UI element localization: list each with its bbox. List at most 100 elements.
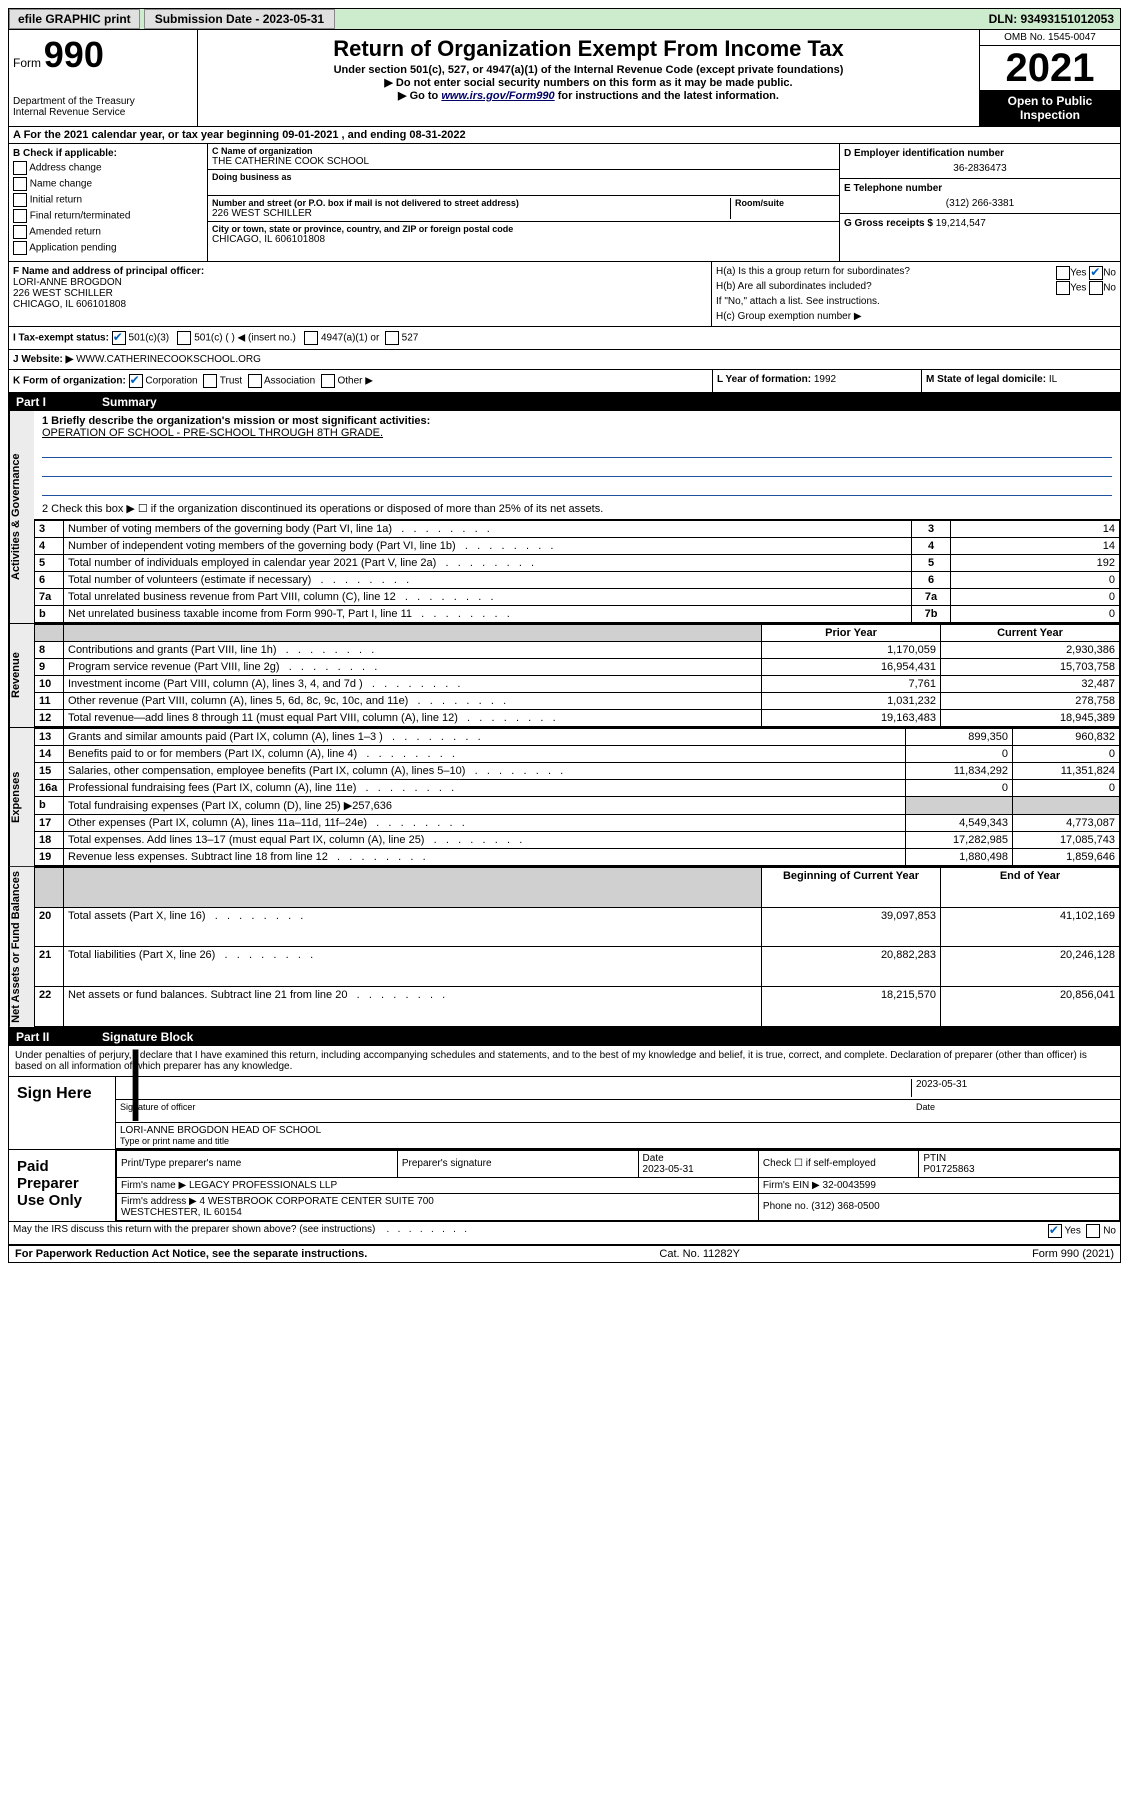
section-b-checkboxes: B Check if applicable: Address change Na… <box>9 144 208 261</box>
form-prefix: Form <box>13 56 41 70</box>
k-corp[interactable] <box>129 374 143 388</box>
side-net: Net Assets or Fund Balances <box>9 867 34 1027</box>
room-label: Room/suite <box>735 198 835 208</box>
lbl-final-return: Final return/terminated <box>30 211 131 222</box>
lbl-name-change: Name change <box>30 179 92 190</box>
street-address: 226 WEST SCHILLER <box>212 208 730 219</box>
mission-text: OPERATION OF SCHOOL - PRE-SCHOOL THROUGH… <box>42 427 1112 439</box>
hb-no[interactable] <box>1089 281 1103 295</box>
section-b-label: B Check if applicable: <box>13 148 203 159</box>
lbl-app-pending: Application pending <box>29 243 116 254</box>
org-name: THE CATHERINE COOK SCHOOL <box>212 156 835 167</box>
i-501c[interactable] <box>177 331 191 345</box>
j-label: J Website: ▶ <box>13 354 73 365</box>
discuss-yes[interactable] <box>1048 1224 1062 1238</box>
row-f-h: F Name and address of principal officer:… <box>8 262 1121 327</box>
i-501c-lbl: 501(c) ( ) ◀ (insert no.) <box>194 333 296 344</box>
ha-label: H(a) Is this a group return for subordin… <box>716 266 910 277</box>
part1-header: Part I Summary <box>8 393 1121 411</box>
i-501c3[interactable] <box>112 331 126 345</box>
section-c: C Name of organization THE CATHERINE COO… <box>208 144 839 261</box>
f-label: F Name and address of principal officer: <box>13 266 204 277</box>
open-to-public: Open to Public Inspection <box>980 90 1120 126</box>
lbl-amended: Amended return <box>29 227 101 238</box>
addr-label: Number and street (or P.O. box if mail i… <box>212 198 730 208</box>
firm-name-label: Firm's name ▶ <box>121 1180 186 1191</box>
k-assoc[interactable] <box>248 374 262 388</box>
omb-number: OMB No. 1545-0047 <box>980 30 1120 46</box>
side-exp: Expenses <box>9 728 34 866</box>
k-label: K Form of organization: <box>13 376 126 387</box>
pp-ptin-h: PTIN <box>923 1153 946 1164</box>
k-trust[interactable] <box>203 374 217 388</box>
officer-name: LORI-ANNE BROGDON <box>13 277 122 288</box>
lbl-address-change: Address change <box>29 163 101 174</box>
identity-block: B Check if applicable: Address change Na… <box>8 144 1121 262</box>
form-subtitle: Under section 501(c), 527, or 4947(a)(1)… <box>202 64 975 76</box>
discuss-no[interactable] <box>1086 1224 1100 1238</box>
may-discuss-label: May the IRS discuss this return with the… <box>13 1224 375 1235</box>
i-501c3-lbl: 501(c)(3) <box>129 333 170 344</box>
c-name-label: C Name of organization <box>212 146 835 156</box>
hb-no-lbl: No <box>1103 283 1116 294</box>
k-corp-lbl: Corporation <box>145 376 197 387</box>
officer-addr1: 226 WEST SCHILLER <box>13 288 113 299</box>
tax-year: 2021 <box>980 46 1120 90</box>
hb-yes[interactable] <box>1056 281 1070 295</box>
ha-no[interactable] <box>1089 266 1103 280</box>
k-assoc-lbl: Association <box>264 376 315 387</box>
i-527[interactable] <box>385 331 399 345</box>
pp-name-h: Print/Type preparer's name <box>117 1150 398 1177</box>
paid-preparer-label: Paid Preparer Use Only <box>9 1150 116 1221</box>
chk-name-change[interactable] <box>13 177 27 191</box>
ein-value: 36-2836473 <box>844 163 1116 174</box>
signature-block: Under penalties of perjury, I declare th… <box>8 1046 1121 1246</box>
q1-label: 1 Briefly describe the organization's mi… <box>42 415 1112 427</box>
goto-post: for instructions and the latest informat… <box>555 90 779 102</box>
side-gov: Activities & Governance <box>9 411 34 623</box>
irs-link[interactable]: www.irs.gov/Form990 <box>441 90 554 102</box>
chk-initial-return[interactable] <box>13 193 27 207</box>
e-phone-label: E Telephone number <box>844 183 1116 194</box>
dba-label: Doing business as <box>212 172 835 182</box>
section-h: H(a) Is this a group return for subordin… <box>712 262 1120 326</box>
firm-name: LEGACY PROFESSIONALS LLP <box>189 1180 337 1191</box>
title-box: Return of Organization Exempt From Incom… <box>198 30 979 126</box>
form-number-box: Form 990 Department of the Treasury Inte… <box>9 30 198 126</box>
top-bar: efile GRAPHIC print Submission Date - 20… <box>8 8 1121 30</box>
i-4947[interactable] <box>304 331 318 345</box>
g-gross-label: G Gross receipts $ <box>844 218 936 229</box>
name-title-label: Type or print name and title <box>120 1136 1116 1146</box>
chk-address-change[interactable] <box>13 161 27 175</box>
k-trust-lbl: Trust <box>220 376 242 387</box>
cat-no: Cat. No. 11282Y <box>659 1248 740 1260</box>
ha-yes[interactable] <box>1056 266 1070 280</box>
pp-date-h: Date <box>643 1153 664 1164</box>
sig-date-label: Date <box>916 1102 1116 1120</box>
efile-button[interactable]: efile GRAPHIC print <box>9 9 140 29</box>
q2-label: 2 Check this box ▶ ☐ if the organization… <box>42 502 1112 515</box>
website-value: WWW.CATHERINECOOKSCHOOL.ORG <box>76 354 261 365</box>
i-527-lbl: 527 <box>402 333 419 344</box>
sign-here-label: Sign Here <box>9 1077 116 1149</box>
hb-label: H(b) Are all subordinates included? <box>716 281 872 292</box>
state-domicile: IL <box>1049 374 1057 385</box>
phone-value: (312) 266-3381 <box>844 198 1116 209</box>
d-ein-label: D Employer identification number <box>844 148 1116 159</box>
chk-amended[interactable] <box>13 225 27 239</box>
firm-phone-label: Phone no. <box>763 1201 809 1212</box>
m-label: M State of legal domicile: <box>926 374 1049 385</box>
expenses-table: 13Grants and similar amounts paid (Part … <box>34 728 1120 866</box>
ha-no-lbl: No <box>1103 268 1116 279</box>
governance-table: 3Number of voting members of the governi… <box>34 520 1120 623</box>
chk-final-return[interactable] <box>13 209 27 223</box>
discuss-yes-lbl: Yes <box>1065 1225 1081 1236</box>
revenue-section: Revenue Prior YearCurrent Year8Contribut… <box>8 624 1121 728</box>
sig-officer-label: Signature of officer <box>120 1102 916 1120</box>
chk-app-pending[interactable] <box>13 241 27 255</box>
submission-date: Submission Date - 2023-05-31 <box>144 9 335 29</box>
hc-label: H(c) Group exemption number ▶ <box>716 311 1116 322</box>
k-other[interactable] <box>321 374 335 388</box>
paperwork-notice: For Paperwork Reduction Act Notice, see … <box>15 1248 367 1260</box>
side-rev: Revenue <box>9 624 34 727</box>
